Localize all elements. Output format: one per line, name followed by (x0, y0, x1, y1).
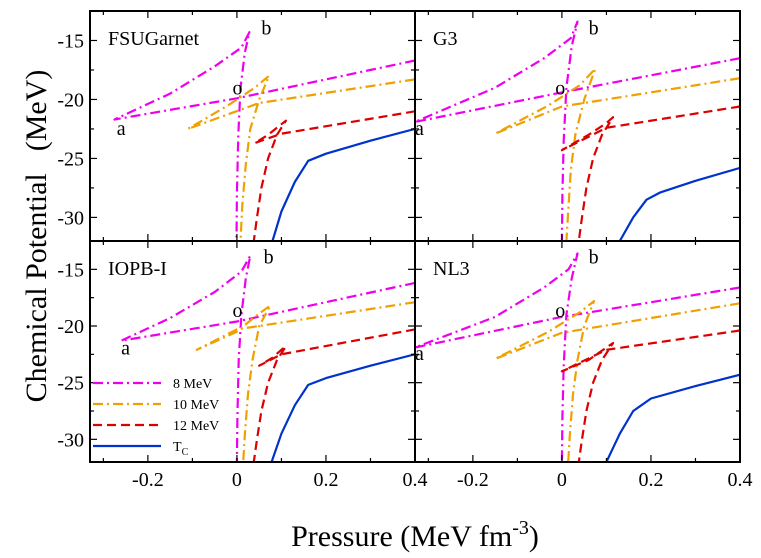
series-line-12-mev (560, 105, 740, 241)
y-tick-label: -25 (57, 148, 84, 170)
point-label-b: b (264, 247, 274, 269)
series-group (415, 20, 740, 241)
panel-title: NL3 (433, 258, 470, 280)
panel-frame (414, 240, 741, 463)
series-line-tc (605, 373, 740, 462)
point-label-a: a (117, 118, 126, 140)
panel-title: IOPB-I (108, 258, 167, 280)
y-tick-label: -25 (57, 373, 84, 395)
panel-iopb-i: -15 -20 -25 -30 -0.2 0 0.2 0.4 IOPB-I a b o (57, 240, 428, 491)
legend-item: 8 MeV (93, 377, 212, 392)
legend-label: 10 MeV (173, 398, 219, 413)
point-label-a: a (121, 337, 130, 359)
point-label-a: a (415, 343, 424, 365)
x-axis-title-sup: -3 (512, 517, 529, 539)
x-tick-label: 0.4 (728, 469, 753, 491)
series-line-10-mev (494, 67, 740, 241)
panel-title: G3 (433, 28, 457, 50)
y-tick-label: -20 (57, 316, 84, 338)
x-tick-label: 0.4 (403, 469, 428, 491)
legend-label-sub: C (182, 447, 189, 458)
series-line-10-mev (186, 74, 415, 241)
point-label-o: o (555, 78, 565, 100)
series-group (120, 254, 415, 462)
series-line-tc (271, 127, 415, 241)
legend-label: 8 MeV (173, 377, 212, 392)
y-tick-label: -30 (57, 429, 84, 451)
series-line-tc (270, 353, 415, 462)
y-tick-label: -15 (57, 259, 84, 281)
y-tick-label: -30 (57, 207, 84, 229)
series-line-12-mev (560, 329, 740, 462)
series-line-12-mev (252, 328, 415, 462)
series-line-10-mev (195, 301, 415, 462)
y-tick-label: -20 (57, 89, 84, 111)
x-tick-label: 0 (557, 469, 567, 491)
legend-label: 12 MeV (173, 419, 219, 434)
point-label-b: b (589, 247, 599, 269)
legend-item: 12 MeV (93, 419, 219, 434)
panel-title: FSUGarnet (108, 28, 200, 50)
axis-titles: Pressure (MeV fm-3) Chemical Potential(Me… (20, 70, 539, 553)
series-line-8-mev (113, 31, 415, 241)
point-label-b: b (261, 18, 271, 40)
point-label-a: a (415, 118, 424, 140)
panels: -15 -20 -25 -30 FSUGarnet a b o G3 a b o -15 -20 -25 -3… (57, 10, 753, 491)
x-axis-title-end: ) (529, 520, 539, 553)
legend-item: 10 MeV (93, 398, 219, 413)
panel-fsugarnet: -15 -20 -25 -30 FSUGarnet a b o (57, 10, 416, 242)
series-line-8-mev (120, 254, 415, 462)
panel-g3: G3 a b o (414, 10, 741, 242)
point-label-o: o (232, 300, 242, 322)
x-tick-label: 0.2 (638, 469, 663, 491)
legend-label: TC (173, 440, 189, 458)
series-group (113, 31, 415, 241)
legend-item: TC (93, 440, 189, 458)
x-axis-title: Pressure (MeV fm-3) (291, 517, 539, 553)
x-tick-label: 0 (232, 469, 242, 491)
x-tick-label: 0.2 (313, 469, 338, 491)
x-tick-label: -0.2 (132, 469, 164, 491)
x-tick-label: -0.2 (457, 469, 489, 491)
point-label-o: o (232, 78, 242, 100)
y-axis-title: Chemical Potential(MeV) (20, 70, 53, 403)
series-line-8-mev (415, 20, 740, 241)
legend: 8 MeV 10 MeV 12 MeV TC (93, 377, 219, 458)
series-line-10-mev (494, 300, 740, 462)
y-tick-label: -15 (57, 30, 84, 52)
series-line-12-mev (252, 110, 415, 241)
point-label-o: o (555, 300, 565, 322)
point-label-b: b (589, 18, 599, 40)
series-line-tc (618, 166, 740, 241)
series-line-8-mev (415, 252, 740, 462)
series-group (415, 252, 740, 462)
panel-nl3: -0.2 0 0.2 0.4 NL3 a b o (414, 240, 753, 491)
panel-frame (414, 10, 741, 242)
y-axis-title-unit: (MeV) (20, 70, 53, 152)
